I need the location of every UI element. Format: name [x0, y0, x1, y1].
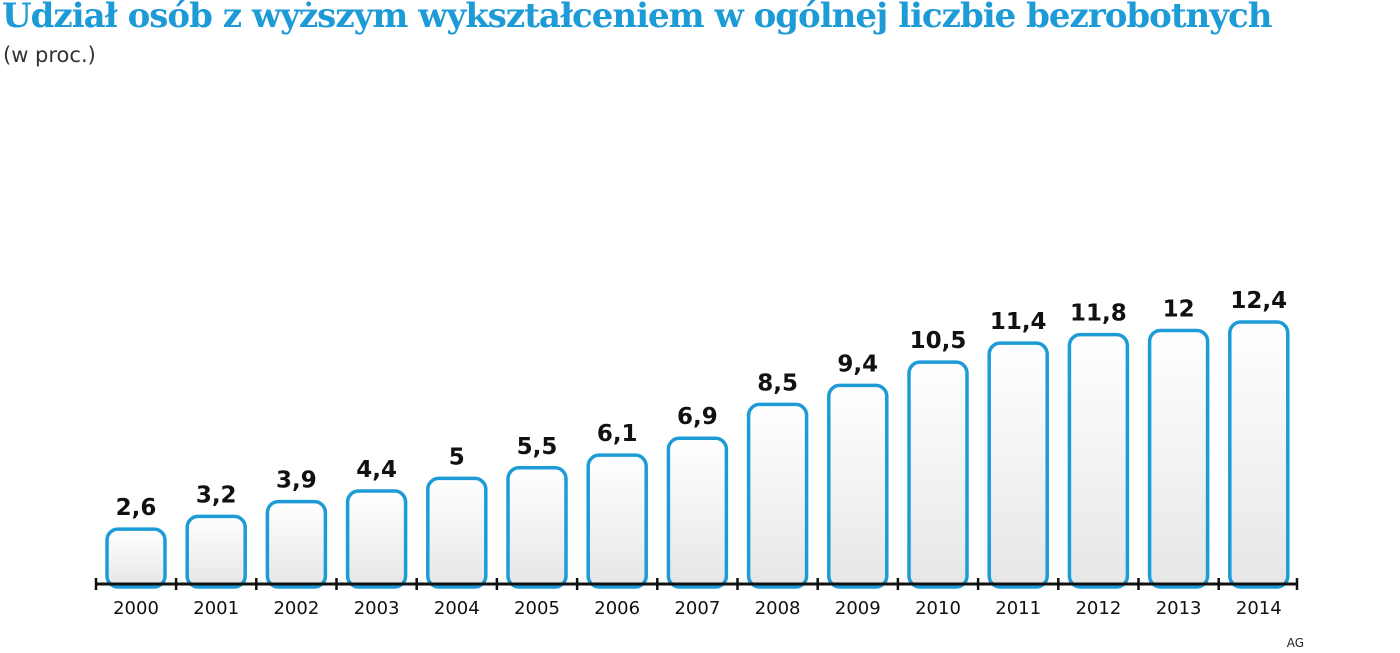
value-label-2002: 3,9 [276, 468, 317, 494]
bar-2002 [265, 499, 328, 589]
bar-2009 [827, 383, 889, 589]
value-label-2014: 12,4 [1230, 288, 1287, 314]
bar-2004 [426, 476, 488, 589]
bar-2007 [666, 436, 729, 589]
value-label-2003: 4,4 [356, 457, 397, 483]
value-label-2012: 11,8 [1070, 301, 1127, 327]
year-label-2002: 2002 [273, 598, 319, 619]
bar-2012 [1067, 332, 1130, 589]
value-label-2006: 6,1 [597, 421, 638, 447]
value-label-2011: 11,4 [990, 309, 1047, 335]
bar-2013 [1147, 328, 1210, 589]
value-label-2009: 9,4 [837, 351, 878, 377]
year-label-2007: 2007 [674, 598, 720, 619]
bar-2006 [586, 453, 648, 589]
bar-2010 [907, 360, 969, 589]
bar-2003 [345, 489, 408, 589]
bar-2014 [1228, 320, 1290, 589]
year-label-2011: 2011 [995, 598, 1041, 619]
credit-label: AG [1286, 636, 1304, 650]
value-label-2001: 3,2 [196, 482, 237, 508]
chart-title: Udział osób z wyższym wykształceniem w o… [2, 0, 1272, 36]
year-label-2005: 2005 [514, 598, 560, 619]
year-labels-group: 2000 2001 2002 2003 2004 2005 2006 2007 2008 2009… [113, 598, 1282, 619]
chart-subtitle: (w proc.) [3, 43, 96, 67]
year-label-2006: 2006 [594, 598, 640, 619]
year-label-2008: 2008 [755, 598, 801, 619]
year-label-2010: 2010 [915, 598, 961, 619]
value-label-2008: 8,5 [757, 370, 798, 396]
bars-group [105, 320, 1290, 589]
value-label-2013: 12 [1163, 296, 1195, 322]
value-label-2000: 2,6 [116, 495, 157, 521]
value-label-2007: 6,9 [677, 404, 718, 430]
bar-2000 [105, 527, 167, 589]
year-label-2013: 2013 [1156, 598, 1202, 619]
x-axis [94, 578, 1299, 590]
bar-2008 [746, 402, 809, 589]
value-label-2010: 10,5 [910, 328, 967, 354]
year-label-2014: 2014 [1236, 598, 1282, 619]
bar-2001 [185, 514, 247, 589]
value-label-2004: 5 [449, 444, 465, 470]
bar-2011 [987, 341, 1049, 589]
year-label-2012: 2012 [1075, 598, 1121, 619]
bar-2005 [506, 466, 568, 589]
year-label-2004: 2004 [434, 598, 480, 619]
year-label-2009: 2009 [835, 598, 881, 619]
value-label-2005: 5,5 [517, 434, 558, 460]
year-label-2003: 2003 [354, 598, 400, 619]
value-labels-group: 2,6 3,2 3,9 4,4 5 5,5 6,1 6,9 8,5 9,4 10,5 11,4 11,8… [116, 288, 1288, 521]
year-label-2001: 2001 [193, 598, 239, 619]
year-label-2000: 2000 [113, 598, 159, 619]
